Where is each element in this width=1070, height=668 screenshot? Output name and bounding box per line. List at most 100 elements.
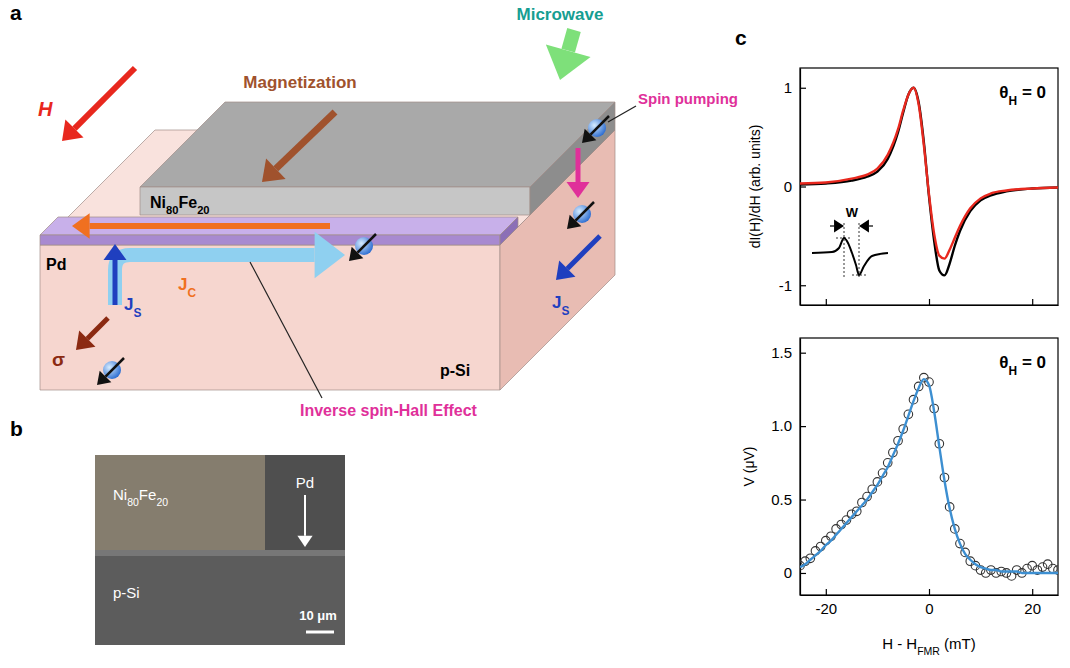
annotation-part: θ xyxy=(999,353,1008,372)
y-axis-line xyxy=(800,339,801,596)
x-tick-mark xyxy=(929,589,930,595)
annotation: θH = 0 xyxy=(999,353,1046,378)
series-point xyxy=(1002,569,1011,578)
spin-flow-head xyxy=(298,232,345,278)
inset-label: W xyxy=(846,205,859,220)
spin xyxy=(97,358,124,385)
inset-width-arrow-shaft xyxy=(830,225,834,226)
spin xyxy=(349,234,376,261)
x-axis xyxy=(801,299,1059,306)
pd-strip xyxy=(95,550,345,556)
x-axis: -20020 xyxy=(801,589,1059,617)
x-axis-line xyxy=(801,305,1059,306)
pd-side xyxy=(500,217,518,245)
y-tick-mark xyxy=(800,285,806,286)
x-tick-mark xyxy=(929,299,930,305)
substrate-label: p-Si xyxy=(440,362,470,379)
inset-curve xyxy=(812,238,888,275)
y-tick-mark xyxy=(800,573,806,574)
ishe-label: Inverse spin-Hall Effect xyxy=(300,402,478,419)
x-tick xyxy=(929,299,930,305)
series-line xyxy=(800,88,1058,259)
spin-current-lateral-label: JS xyxy=(552,293,569,318)
microwave-label: Microwave xyxy=(517,5,604,24)
scale-bar-label: 10 μm xyxy=(299,608,337,623)
y-tick: 1.5 xyxy=(771,344,806,361)
charge-current-arrow xyxy=(72,213,330,239)
ferromagnet-label-sub: 20 xyxy=(197,204,209,216)
micrograph-pd-arrow xyxy=(297,495,312,547)
upper-right-region xyxy=(265,455,345,550)
y-tick-mark xyxy=(800,426,806,427)
charge-current-arrow-shaft xyxy=(90,223,330,229)
spin-arrow-shaft xyxy=(575,202,594,221)
y-tick-label: 0 xyxy=(784,564,792,581)
spin-current-vertical-label-sub: S xyxy=(133,306,141,320)
x-tick: -20 xyxy=(815,589,837,617)
annotation-sub: H xyxy=(1009,364,1018,378)
inset-width-arrow-shaft xyxy=(869,225,873,226)
spin-current-lateral-label-sub: S xyxy=(561,304,569,318)
diagram: MicrowaveMagnetizationHNi80Fe20Spin pump… xyxy=(38,5,738,419)
series-line xyxy=(800,88,1058,276)
inset-width-arrow-head xyxy=(834,219,844,232)
polarization-label: σ xyxy=(52,349,65,370)
field-label: H xyxy=(38,98,53,120)
magnetization-label: Magnetization xyxy=(243,73,356,92)
annotation-part: = 0 xyxy=(1017,83,1046,102)
annotation: θH = 0 xyxy=(999,83,1046,108)
marks xyxy=(800,88,1058,276)
spin-arrow xyxy=(567,202,594,229)
y-tick-label: 0.5 xyxy=(771,491,792,508)
scale-bar xyxy=(306,631,334,634)
panel-letter: b xyxy=(10,417,23,440)
spin-current-lateral-arrow xyxy=(556,236,600,280)
polarization-arrow xyxy=(76,318,108,350)
series-line xyxy=(800,379,1058,573)
spin-arrow xyxy=(582,116,609,143)
x-tick-mark xyxy=(826,299,827,305)
inset-width-arrow-head xyxy=(859,219,869,232)
x-tick: 0 xyxy=(925,589,933,617)
microwave-arrow xyxy=(546,30,591,80)
annotation-sub: H xyxy=(1009,94,1018,108)
series-point xyxy=(1007,572,1016,581)
nife-front xyxy=(140,187,530,215)
y-tick-mark xyxy=(800,88,806,89)
inset-marker xyxy=(859,223,860,277)
inset-width-arrow xyxy=(859,219,873,232)
plot-frame xyxy=(800,338,1058,595)
y-tick: 1 xyxy=(784,79,806,96)
chart: -101θH = 0dI(H)/dH (arb. units)W xyxy=(747,68,1059,306)
spin-pumping-arrow-shaft xyxy=(576,148,581,182)
microwave-arrow-shaft xyxy=(568,30,574,51)
y-tick: 0 xyxy=(784,178,806,195)
plot-frame xyxy=(800,68,1058,305)
x-tick-label: -20 xyxy=(815,600,837,617)
spin-arrow-shaft xyxy=(357,234,376,253)
y-tick-label: 1 xyxy=(784,79,792,96)
inset-level xyxy=(836,238,852,239)
spin-pumping-label: Spin pumping xyxy=(638,90,738,107)
spin-pumping-leader xyxy=(608,106,636,122)
y-axis-title: V (μV) xyxy=(741,447,757,487)
nife-region xyxy=(95,455,265,550)
spin-arrow-head xyxy=(97,371,111,385)
ferromagnet-label-part: Fe xyxy=(178,194,197,211)
micrograph-metal-label: Pd xyxy=(296,474,314,491)
spin-current-lateral-label-part: J xyxy=(552,293,561,312)
spin xyxy=(582,116,609,143)
micrograph-ferromagnet-label-part: Ni xyxy=(113,486,127,503)
x-tick-mark xyxy=(1032,299,1033,305)
charge-current-arrow-head xyxy=(72,213,90,239)
micrograph-substrate-label: p-Si xyxy=(113,584,140,601)
figure: abcMicrowaveMagnetizationHNi80Fe20Spin p… xyxy=(0,0,1070,668)
chart: -2002000.51.01.5θH = 0V (μV)H - HFMR (mT… xyxy=(741,338,1062,657)
spin-arrow-head xyxy=(582,129,596,143)
series-point xyxy=(1043,560,1052,569)
inset-marker xyxy=(844,223,845,277)
pd-top xyxy=(40,217,518,235)
magnetization-arrow-shaft xyxy=(276,112,335,169)
y-axis-title: dI(H)/dH (arb. units) xyxy=(747,125,763,249)
panel-letter: c xyxy=(735,26,747,49)
